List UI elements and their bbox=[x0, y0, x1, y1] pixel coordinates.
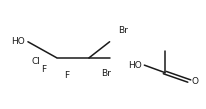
Text: HO: HO bbox=[128, 61, 142, 70]
Text: Br: Br bbox=[101, 69, 111, 78]
Text: O: O bbox=[190, 77, 197, 86]
Text: Cl: Cl bbox=[32, 57, 40, 66]
Text: F: F bbox=[64, 71, 69, 80]
Text: Br: Br bbox=[117, 26, 127, 35]
Text: F: F bbox=[41, 65, 46, 74]
Text: HO: HO bbox=[11, 37, 25, 46]
